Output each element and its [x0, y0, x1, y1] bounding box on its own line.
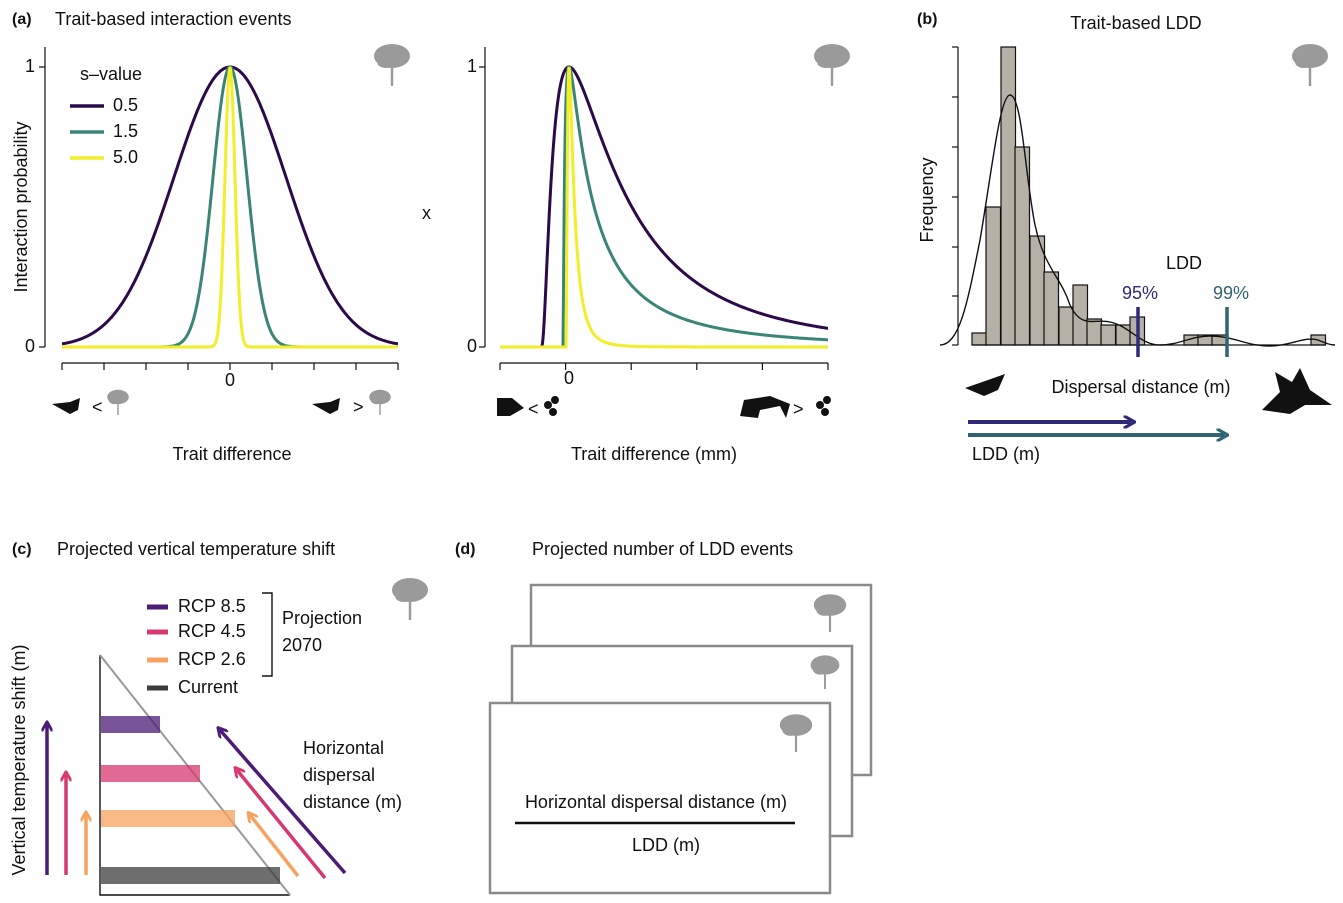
legend-label: 1.5: [113, 121, 138, 141]
symbol: <: [92, 397, 103, 417]
shift-band: [101, 810, 235, 827]
label: (b): [917, 11, 937, 28]
label: distance (m): [303, 792, 402, 812]
tree-icon: [782, 725, 799, 736]
shift-band: [101, 716, 160, 733]
legend-label: RCP 4.5: [178, 621, 246, 641]
shift-band: [101, 867, 280, 884]
hist-bar: [985, 206, 1002, 346]
symbol: <: [528, 399, 539, 419]
hist-bar: [1043, 271, 1060, 346]
arrow: [220, 730, 347, 875]
fruit-icon: [551, 396, 559, 404]
curve: [500, 65, 828, 349]
legend-label: 0.5: [113, 95, 138, 115]
label: (a): [12, 11, 32, 28]
tree-icon: [824, 671, 826, 689]
y-tick-label: 1: [25, 56, 35, 76]
shift-band: [101, 765, 200, 782]
axis-title: Vertical temperature shift (m): [9, 644, 29, 875]
card: [488, 701, 832, 895]
y-tick-label: 1: [467, 56, 477, 76]
label: 95%: [1122, 283, 1158, 303]
axis-title: Trait difference: [172, 444, 291, 464]
tree-icon: [813, 665, 828, 675]
legend-label: RCP 8.5: [178, 596, 246, 616]
label: 99%: [1213, 283, 1249, 303]
label: x: [422, 203, 431, 223]
bird-icon: [1262, 368, 1332, 414]
label: LDD: [1166, 253, 1202, 273]
curve: [62, 66, 398, 349]
symbol: >: [353, 397, 364, 417]
label: Projection: [282, 608, 362, 628]
tree-icon: [1295, 56, 1313, 68]
tree-icon: [377, 56, 395, 68]
fruit-icon: [549, 408, 557, 416]
tree-icon: [817, 56, 835, 68]
label: Projected number of LDD events: [532, 539, 793, 559]
hist-bar: [1072, 284, 1089, 346]
tree-icon: [1308, 64, 1312, 86]
hist-bar: [1086, 318, 1103, 346]
hist-bar: [1058, 306, 1075, 346]
triangle: [99, 655, 290, 896]
legend-label: RCP 2.6: [178, 649, 246, 669]
label: LDD (m): [972, 444, 1040, 464]
hist-bar: [1029, 235, 1046, 346]
hist-bar: [971, 332, 988, 346]
beak-icon: [740, 396, 790, 418]
arrow: [237, 770, 327, 880]
tree-icon: [828, 612, 832, 632]
hist-bar: [1100, 324, 1117, 346]
fruit-icon: [823, 396, 831, 404]
tree-icon: [408, 598, 412, 620]
x-tick-label: 0: [225, 370, 235, 390]
axis-title: Interaction probability: [11, 121, 31, 292]
label: dispersal: [303, 765, 375, 785]
tree-icon: [117, 401, 119, 415]
axis-title: Dispersal distance (m): [1051, 377, 1230, 397]
tree-icon: [794, 732, 798, 752]
y-tick-label: 0: [467, 336, 477, 356]
fruit-icon: [821, 408, 829, 416]
fruit-icon: [544, 401, 552, 409]
tree-icon: [371, 397, 382, 405]
y-tick-label: 0: [25, 336, 35, 356]
bird-icon: [965, 374, 1005, 396]
tree-icon: [379, 401, 381, 415]
symbol: >: [793, 399, 804, 419]
label: (c): [12, 541, 32, 558]
fruit-icon: [816, 401, 824, 409]
label: LDD (m): [632, 835, 700, 855]
label: Projected vertical temperature shift: [57, 539, 335, 559]
hist-bar: [1000, 46, 1017, 346]
label: Trait-based interaction events: [55, 9, 291, 29]
legend-title: s–value: [80, 64, 142, 84]
tree-icon: [390, 64, 394, 86]
density-curve: [939, 94, 1336, 347]
label: Horizontal: [303, 738, 384, 758]
tree-icon: [830, 64, 834, 86]
legend-label: 5.0: [113, 147, 138, 167]
beak-icon: [497, 398, 524, 416]
tree-icon: [395, 590, 413, 602]
label: 2070: [282, 635, 322, 655]
bracket: [262, 592, 273, 677]
x-tick-label: 0: [564, 368, 574, 388]
legend-label: Current: [178, 677, 238, 697]
label: Trait-based LDD: [1070, 13, 1201, 33]
bird-icon: [52, 398, 80, 414]
label: (d): [455, 541, 475, 558]
axis-title: Trait difference (mm): [571, 444, 737, 464]
tree-icon: [816, 605, 833, 616]
bird-icon: [312, 398, 340, 414]
arrow: [250, 815, 300, 878]
label: Horizontal dispersal distance (m): [525, 792, 787, 812]
axis-title: Frequency: [917, 157, 937, 242]
tree-icon: [109, 397, 120, 405]
curve: [500, 66, 828, 349]
